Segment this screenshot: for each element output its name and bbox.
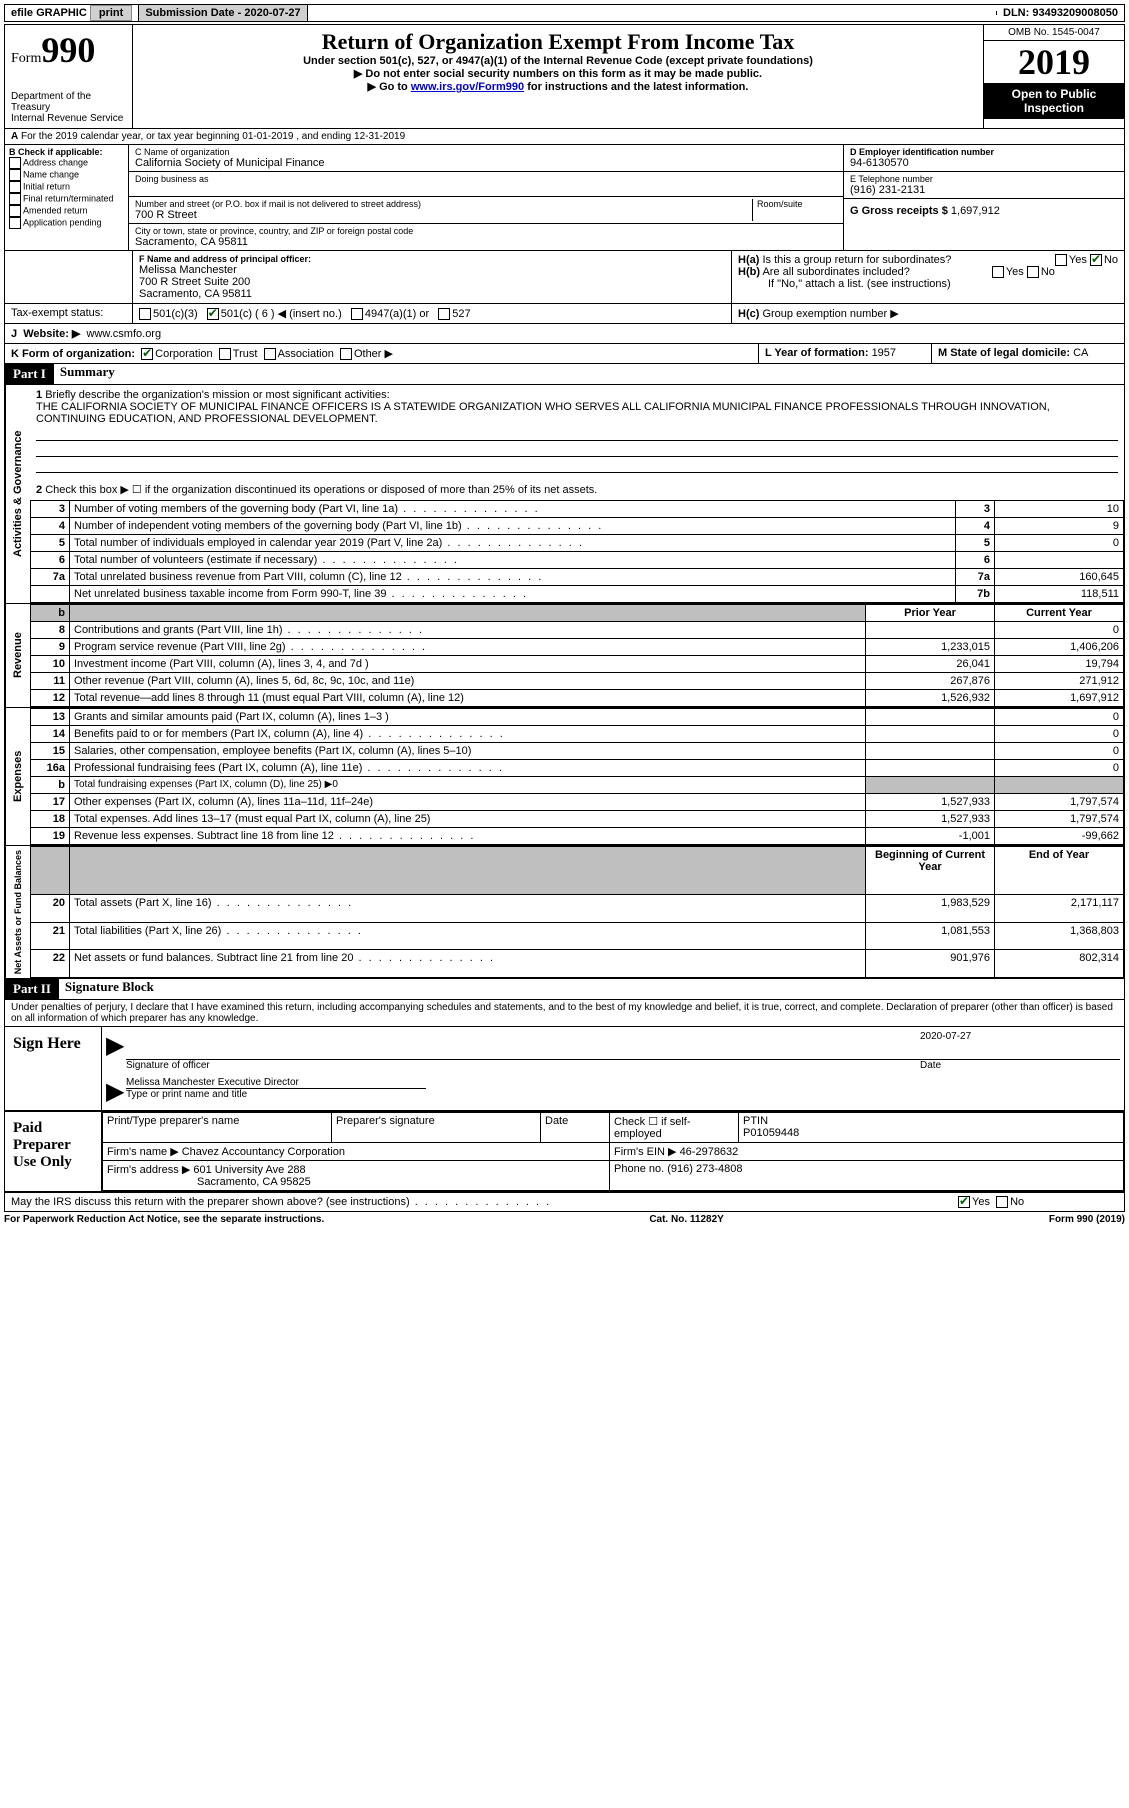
firm-ein: 46-2978632	[680, 1146, 739, 1158]
subtitle-2: ▶ Do not enter social security numbers o…	[139, 67, 977, 80]
officer-name: Melissa Manchester	[139, 264, 725, 276]
section-a: A For the 2019 calendar year, or tax yea…	[4, 129, 1125, 145]
omb-number: OMB No. 1545-0047	[984, 25, 1124, 41]
irs-link[interactable]: www.irs.gov/Form990	[411, 81, 524, 93]
exp-table: 13Grants and similar amounts paid (Part …	[30, 708, 1124, 845]
firm-phone: (916) 273-4808	[667, 1163, 742, 1175]
form-header: Form990 Department of the Treasury Inter…	[4, 24, 1125, 129]
part1-na: Net Assets or Fund Balances Beginning of…	[4, 846, 1125, 979]
print-button[interactable]: print	[90, 5, 132, 21]
subtitle-1: Under section 501(c), 527, or 4947(a)(1)…	[139, 55, 977, 67]
discuss-row: May the IRS discuss this return with the…	[4, 1193, 1125, 1212]
form-title: Return of Organization Exempt From Incom…	[139, 29, 977, 55]
dept-treasury: Department of the Treasury Internal Reve…	[11, 91, 126, 124]
telephone: (916) 231-2131	[850, 184, 1118, 196]
mission-text: THE CALIFORNIA SOCIETY OF MUNICIPAL FINA…	[36, 401, 1050, 425]
street-address: 700 R Street	[135, 209, 752, 221]
part1-rev: Revenue bPrior YearCurrent Year 8Contrib…	[4, 604, 1125, 708]
spacer	[308, 11, 997, 15]
sign-here-block: Sign Here ▶ 2020-07-27 Signature of offi…	[4, 1027, 1125, 1112]
form-word: Form	[11, 51, 41, 66]
row-fh: F Name and address of principal officer:…	[4, 251, 1125, 304]
officer-addr1: 700 R Street Suite 200	[139, 276, 725, 288]
part1-ag: Activities & Governance 1 Briefly descri…	[4, 385, 1125, 604]
firm-addr1: 601 University Ave 288	[193, 1164, 305, 1176]
part1-header: Part ISummary	[4, 364, 1125, 385]
open-public: Open to Public Inspection	[984, 83, 1124, 119]
firm-name: Chavez Accountancy Corporation	[182, 1146, 345, 1158]
org-name: California Society of Municipal Finance	[135, 157, 837, 169]
part2-header: Part IISignature Block	[4, 979, 1125, 1000]
perjury-declaration: Under penalties of perjury, I declare th…	[4, 1000, 1125, 1027]
dln: DLN: 93493209008050	[997, 5, 1124, 21]
org-info-grid: B Check if applicable: Address change Na…	[4, 145, 1125, 251]
city-state-zip: Sacramento, CA 95811	[135, 236, 837, 248]
gross-receipts: 1,697,912	[951, 205, 1000, 217]
officer-sig-name: Melissa Manchester Executive Director	[126, 1077, 426, 1089]
website[interactable]: www.csmfo.org	[87, 328, 162, 340]
col-deg: D Employer identification number 94-6130…	[844, 145, 1124, 250]
part1-exp: Expenses 13Grants and similar amounts pa…	[4, 708, 1125, 846]
col-b: B Check if applicable: Address change Na…	[5, 145, 129, 250]
form-number: 990	[41, 30, 95, 70]
officer-addr2: Sacramento, CA 95811	[139, 288, 725, 300]
firm-addr2: Sacramento, CA 95825	[107, 1176, 311, 1188]
year-formation: 1957	[872, 347, 896, 359]
ag-table: 3Number of voting members of the governi…	[30, 500, 1124, 603]
efile-label: efile GRAPHIC print	[5, 5, 139, 21]
rev-table: bPrior YearCurrent Year 8Contributions a…	[30, 604, 1124, 707]
row-i: Tax-exempt status: 501(c)(3) 501(c) ( 6 …	[4, 304, 1125, 324]
top-bar: efile GRAPHIC print Submission Date - 20…	[4, 4, 1125, 22]
row-j: J Website: ▶ www.csmfo.org	[4, 324, 1125, 344]
subtitle-3: ▶ Go to www.irs.gov/Form990 for instruct…	[139, 80, 977, 93]
ein: 94-6130570	[850, 157, 1118, 169]
col-c: C Name of organization California Societ…	[129, 145, 844, 250]
tax-year: 2019	[984, 41, 1124, 83]
submission-date: Submission Date - 2020-07-27	[139, 5, 307, 21]
page-footer: For Paperwork Reduction Act Notice, see …	[4, 1212, 1125, 1227]
row-klm: K Form of organization: Corporation Trus…	[4, 344, 1125, 364]
paid-preparer-block: Paid Preparer Use Only Print/Type prepar…	[4, 1112, 1125, 1193]
na-table: Beginning of Current YearEnd of Year 20T…	[30, 846, 1124, 978]
domicile-state: CA	[1073, 347, 1088, 359]
ptin: P01059448	[743, 1127, 799, 1139]
